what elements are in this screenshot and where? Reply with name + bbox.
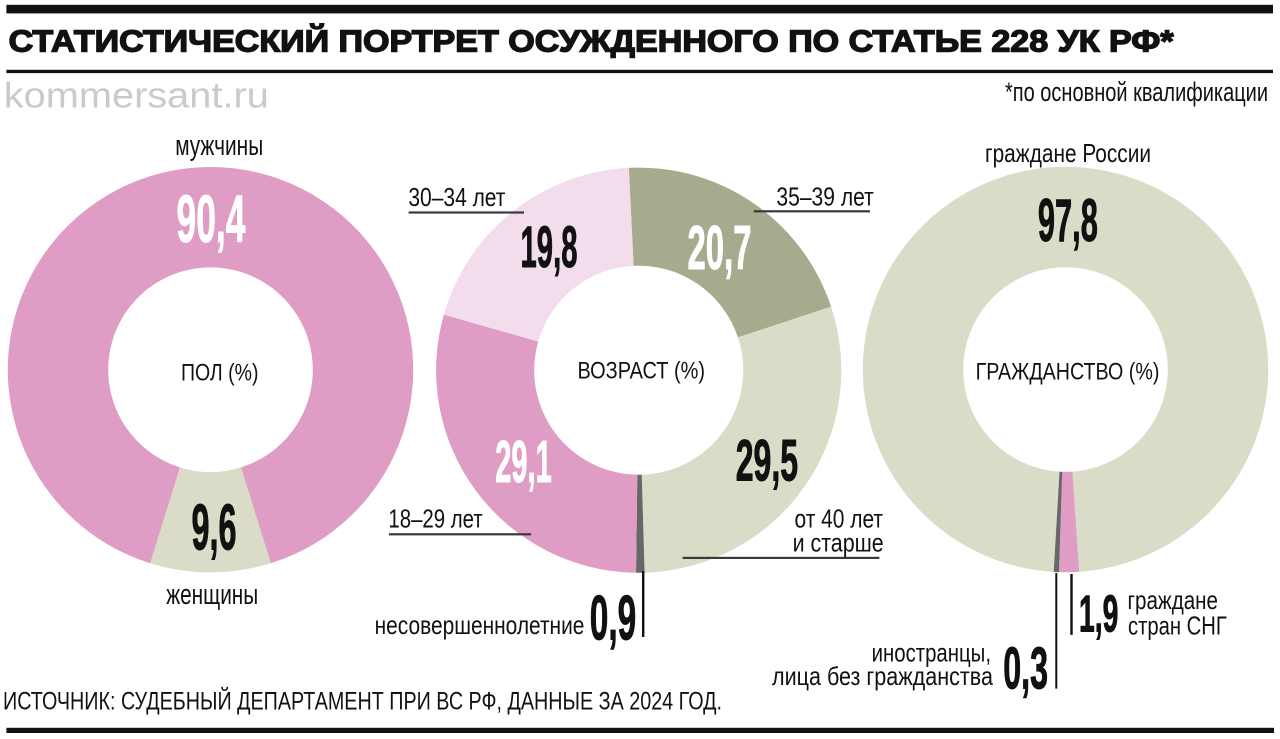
svg-text:несовершеннолетние: несовершеннолетние — [375, 610, 585, 640]
svg-text:*по основной квалификации: *по основной квалификации — [1005, 77, 1268, 107]
svg-text:29,1: 29,1 — [495, 429, 551, 495]
svg-text:женщины: женщины — [166, 579, 258, 611]
svg-text:СТАТИСТИЧЕСКИЙ ПОРТРЕТ ОСУЖДЕН: СТАТИСТИЧЕСКИЙ ПОРТРЕТ ОСУЖДЕННОГО ПО СТ… — [9, 22, 1175, 58]
svg-text:граждане России: граждане России — [985, 138, 1151, 168]
svg-text:9,6: 9,6 — [192, 492, 237, 564]
svg-text:29,5: 29,5 — [736, 429, 798, 494]
svg-text:ИСТОЧНИК: СУДЕБНЫЙ ДЕПАРТАМЕНТ: ИСТОЧНИК: СУДЕБНЫЙ ДЕПАРТАМЕНТ ПРИ ВС РФ… — [3, 686, 722, 716]
svg-text:иностранцы,: иностранцы, — [872, 637, 991, 667]
svg-text:20,7: 20,7 — [688, 214, 752, 283]
svg-text:0,3: 0,3 — [1003, 635, 1048, 701]
svg-text:стран СНГ: стран СНГ — [1128, 610, 1227, 640]
svg-text:90,4: 90,4 — [177, 182, 246, 257]
svg-text:ПОЛ (%): ПОЛ (%) — [181, 360, 259, 387]
svg-text:ГРАЖДАНСТВО (%): ГРАЖДАНСТВО (%) — [976, 359, 1160, 386]
svg-text:19,8: 19,8 — [521, 215, 578, 280]
svg-text:лица без гражданства: лица без гражданства — [772, 661, 993, 691]
svg-text:граждане: граждане — [1128, 585, 1219, 615]
svg-text:30–34 лет: 30–34 лет — [408, 182, 505, 212]
svg-text:от 40 лет: от 40 лет — [795, 504, 884, 534]
svg-text:97,8: 97,8 — [1038, 186, 1098, 254]
svg-text:и старше: и старше — [793, 528, 884, 558]
svg-text:ВОЗРАСТ (%): ВОЗРАСТ (%) — [578, 357, 706, 384]
svg-text:35–39 лет: 35–39 лет — [776, 182, 873, 212]
svg-text:18–29 лет: 18–29 лет — [388, 503, 482, 533]
svg-text:1,9: 1,9 — [1079, 585, 1118, 643]
svg-text:0,9: 0,9 — [590, 583, 637, 653]
svg-text:kommersant.ru: kommersant.ru — [4, 75, 269, 116]
svg-text:мужчины: мужчины — [175, 130, 263, 162]
